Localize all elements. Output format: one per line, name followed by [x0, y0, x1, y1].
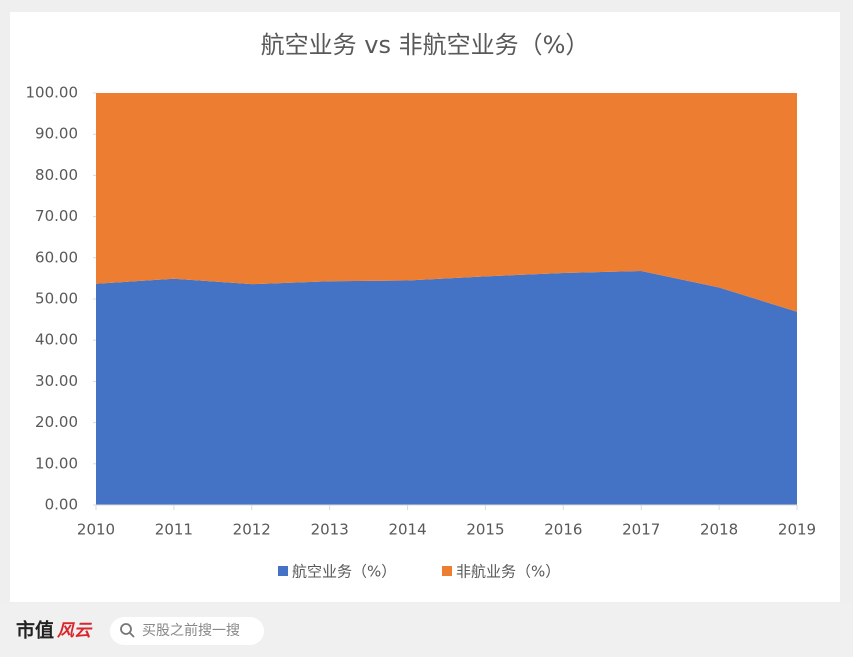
y-tick-label: 30.00: [35, 372, 78, 390]
search-text[interactable]: 买股之前搜一搜: [142, 622, 240, 639]
y-tick-label: 80.00: [35, 166, 78, 184]
area: [96, 270, 797, 505]
x-tick-label: 2011: [155, 521, 193, 539]
y-tick-label: 40.00: [35, 331, 78, 349]
legend-label: 航空业务（%）: [292, 563, 396, 581]
plot-area: 0.00 10.00 20.00 30.00 40.00 50.00 60.00 70.00 8…: [26, 84, 817, 581]
y-tick-label: 100.00: [26, 84, 79, 102]
brand: 市值: [16, 619, 54, 642]
x-tick-label: 2015: [466, 521, 504, 539]
search-icon: [120, 623, 132, 635]
y-tick-label: 0.00: [45, 496, 78, 514]
y-tick-label: 50.00: [35, 290, 78, 308]
x-tick-label: 2012: [233, 521, 271, 539]
x-tick-label: 2014: [388, 521, 426, 539]
x-tick-label: 2018: [700, 521, 738, 539]
y-tick-label: 10.00: [35, 454, 78, 472]
x-tick-label: 2017: [622, 521, 660, 539]
search-box[interactable]: [110, 617, 264, 645]
chart-title: 航空业务 vs 非航空业务（%）: [261, 31, 590, 59]
legend-swatch: [442, 566, 452, 576]
y-tick-label: 90.00: [35, 125, 78, 143]
search-icon-handle: [129, 632, 135, 638]
legend-swatch: [278, 566, 288, 576]
y-tick-label: 20.00: [35, 413, 78, 431]
legend-label: 非航业务（%）: [456, 563, 560, 581]
brand-mark: 风云: [57, 621, 93, 641]
area: [96, 93, 797, 312]
x-tick-label: 2013: [311, 521, 349, 539]
y-tick-label: 70.00: [35, 207, 78, 225]
x-tick-label: 2019: [778, 521, 816, 539]
x-tick-label: 2010: [77, 521, 115, 539]
y-tick-label: 60.00: [35, 248, 78, 266]
x-tick-label: 2016: [544, 521, 582, 539]
